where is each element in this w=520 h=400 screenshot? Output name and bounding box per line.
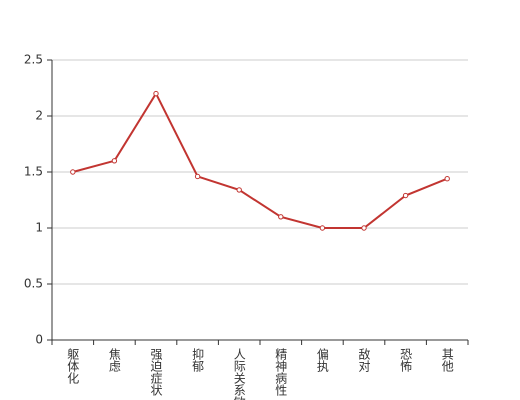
point <box>194 173 201 180</box>
point <box>444 176 450 182</box>
point <box>111 158 118 164</box>
line <box>72 91 448 229</box>
x-tick-label: 抑郁 <box>191 347 205 373</box>
x-tick-label: 偏执 <box>315 347 329 373</box>
y-tick-label: 2.5 <box>24 53 43 67</box>
y-tick-label: 1.5 <box>24 165 43 179</box>
x-tick-label: 强迫症状 <box>149 348 163 396</box>
x-tick-label: 焦虑 <box>107 348 121 372</box>
point <box>319 225 326 231</box>
point <box>70 169 76 175</box>
y-tick-label: 2 <box>35 109 43 123</box>
x-tick-label: 躯体化 <box>66 347 80 385</box>
y-tick-label: 0.5 <box>24 277 43 291</box>
x-tick-label: 精神病性 <box>274 348 288 397</box>
point <box>402 192 409 199</box>
point <box>153 90 159 97</box>
x-tick-label: 恐怖 <box>399 348 413 372</box>
point <box>236 187 242 193</box>
x-tick-label: 敌对 <box>357 347 371 372</box>
x-tick-label: 人际关系敏感 <box>232 348 246 400</box>
y-tick-label: 0 <box>35 333 43 347</box>
point <box>278 214 284 220</box>
x-tick-label: 其他 <box>440 348 454 372</box>
y-tick-label: 1 <box>35 221 43 235</box>
point <box>361 225 367 231</box>
